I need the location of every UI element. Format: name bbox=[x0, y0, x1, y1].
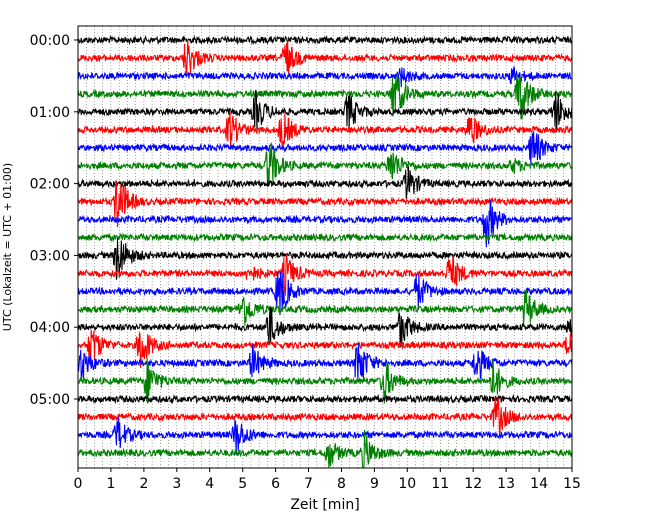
x-tick-label: 2 bbox=[139, 476, 148, 492]
x-tick-label: 0 bbox=[74, 476, 83, 492]
y-axis-label: UTC (Lokalzeit = UTC + 01:00) bbox=[1, 163, 14, 331]
trace-0115 bbox=[78, 111, 572, 150]
x-tick-label: 9 bbox=[370, 476, 379, 492]
y-tick-label: 02:00 bbox=[30, 177, 70, 193]
x-tick-label: 15 bbox=[563, 476, 581, 492]
trace-0345 bbox=[78, 289, 572, 326]
x-axis-label: Zeit [min] bbox=[290, 497, 359, 513]
y-tick-label: 00:00 bbox=[30, 33, 70, 49]
trace-0415 bbox=[78, 329, 572, 368]
seismic-traces bbox=[78, 34, 572, 468]
trace-0130 bbox=[78, 131, 572, 165]
trace-0000 bbox=[78, 34, 572, 46]
trace-0500 bbox=[78, 393, 572, 405]
x-tick-label: 6 bbox=[271, 476, 280, 492]
x-tick-label: 7 bbox=[304, 476, 313, 492]
trace-0245 bbox=[78, 232, 572, 243]
x-tick-label: 5 bbox=[238, 476, 247, 492]
trace-0515 bbox=[78, 396, 572, 435]
trace-0100 bbox=[78, 89, 572, 133]
trace-0545 bbox=[78, 429, 572, 468]
trace-0530 bbox=[78, 417, 572, 455]
x-tick-label: 13 bbox=[497, 476, 515, 492]
trace-0030 bbox=[78, 66, 572, 88]
trace-0430 bbox=[78, 342, 572, 382]
plot-background bbox=[78, 26, 572, 468]
trace-0200 bbox=[78, 166, 572, 199]
x-tick-label: 1 bbox=[106, 476, 115, 492]
x-tick-label: 8 bbox=[337, 476, 346, 492]
trace-0015 bbox=[78, 39, 572, 77]
x-tick-label: 14 bbox=[530, 476, 548, 492]
trace-0445 bbox=[78, 357, 572, 404]
y-tick-label: 03:00 bbox=[30, 248, 70, 264]
trace-0400 bbox=[78, 305, 572, 348]
x-tick-label: 12 bbox=[464, 476, 482, 492]
trace-0145 bbox=[78, 142, 572, 184]
y-tick-label: 05:00 bbox=[30, 392, 70, 408]
x-tick-label: 10 bbox=[398, 476, 416, 492]
y-tick-label: 01:00 bbox=[30, 105, 70, 121]
y-tick-label: 04:00 bbox=[30, 320, 70, 336]
plot-frame bbox=[77, 25, 573, 469]
trace-0045 bbox=[78, 73, 572, 120]
trace-0300 bbox=[78, 238, 572, 280]
trace-0330 bbox=[78, 271, 572, 316]
x-tick-label: 4 bbox=[205, 476, 214, 492]
x-tick-label: 11 bbox=[431, 476, 449, 492]
y-axis-ticks: 00:00 01:00 02:00 03:00 04:00 05:00 bbox=[30, 33, 78, 408]
x-axis-ticks: 0 1 2 3 4 5 6 7 8 9 10 11 12 13 14 15 bbox=[74, 468, 581, 492]
trace-0315 bbox=[78, 254, 572, 296]
x-tick-label: 3 bbox=[172, 476, 181, 492]
trace-0230 bbox=[78, 199, 572, 248]
trace-0215 bbox=[78, 180, 572, 228]
